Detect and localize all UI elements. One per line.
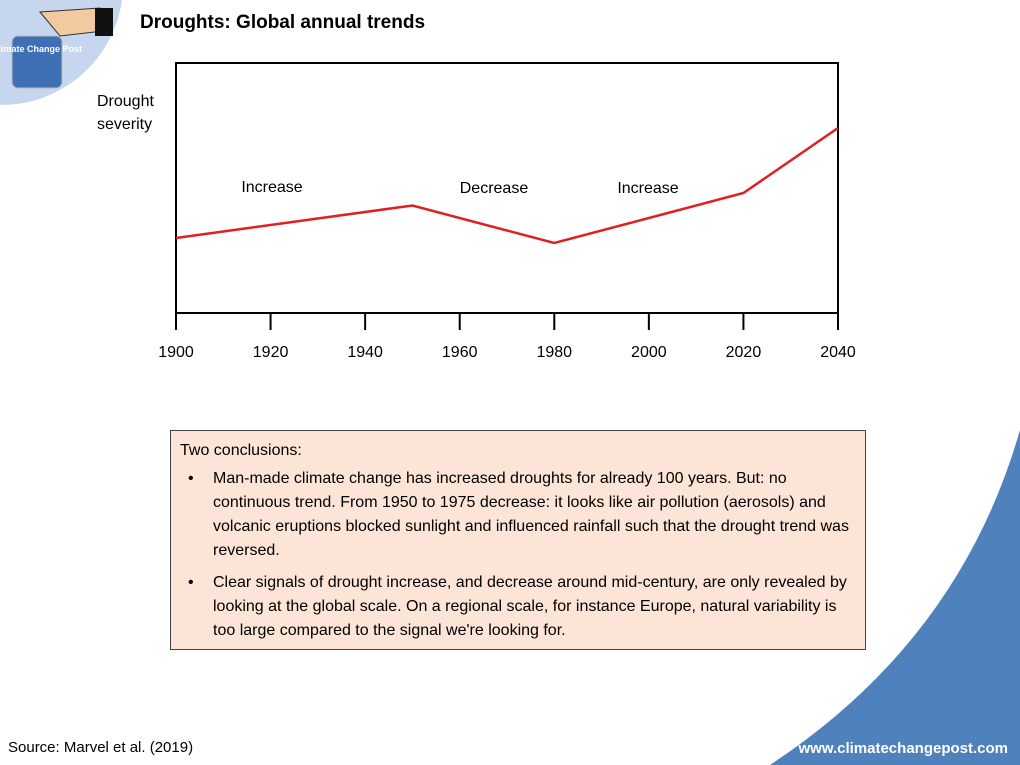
logo-sleeve: [95, 8, 113, 36]
annotation: Increase: [241, 179, 302, 196]
website: www.climatechangepost.com: [798, 740, 1009, 757]
y-axis-label: Drought severity: [97, 93, 154, 133]
x-tick-label: 1960: [442, 344, 478, 361]
conclusions-box: Two conclusions: Man-made climate change…: [170, 430, 866, 650]
x-tick-label: 2000: [631, 344, 667, 361]
bullet: Man-made climate change has increased dr…: [180, 467, 856, 563]
x-tick-label: 2040: [820, 344, 856, 361]
bullet: Clear signals of drought increase, and d…: [180, 571, 856, 643]
plot-frame: [175, 62, 839, 314]
corner-decoration: [770, 430, 1020, 765]
logo-text: Climate Change Post: [0, 44, 82, 54]
x-tick-label: 1900: [158, 344, 194, 361]
x-tick-label: 2020: [726, 344, 762, 361]
logo-badge: [11, 35, 63, 89]
conclusions-list: Man-made climate change has increased dr…: [180, 467, 856, 643]
x-tick-label: 1920: [253, 344, 289, 361]
x-tick-label: 1980: [536, 344, 572, 361]
chart-title: Droughts: Global annual trends: [140, 12, 425, 33]
source: Source: Marvel et al. (2019): [8, 739, 194, 756]
conclusions-heading: Two conclusions:: [180, 442, 302, 459]
annotation: Decrease: [460, 180, 529, 197]
annotation: Increase: [617, 180, 678, 197]
x-tick-label: 1940: [347, 344, 383, 361]
data-line: [175, 126, 839, 245]
